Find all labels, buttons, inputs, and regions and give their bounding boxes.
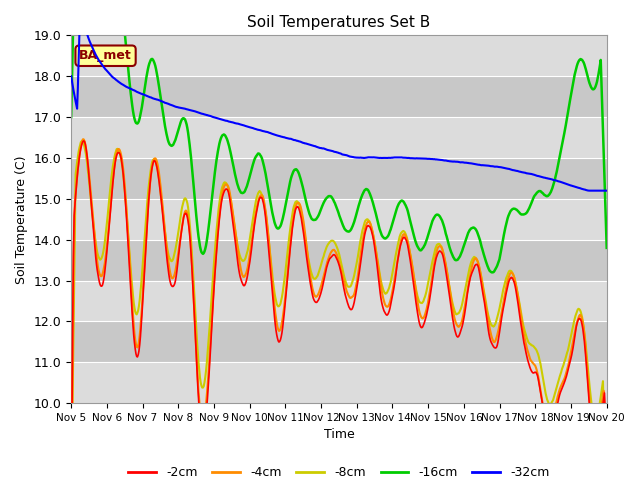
Bar <box>71 199 607 240</box>
Text: BA_met: BA_met <box>79 49 132 62</box>
Bar <box>71 281 607 322</box>
Bar <box>71 362 607 403</box>
Bar <box>71 240 607 281</box>
X-axis label: Time: Time <box>324 429 355 442</box>
Title: Soil Temperatures Set B: Soil Temperatures Set B <box>247 15 431 30</box>
Bar <box>71 322 607 362</box>
Bar <box>71 158 607 199</box>
Legend: -2cm, -4cm, -8cm, -16cm, -32cm: -2cm, -4cm, -8cm, -16cm, -32cm <box>124 461 554 480</box>
Y-axis label: Soil Temperature (C): Soil Temperature (C) <box>15 155 28 284</box>
Bar <box>71 117 607 158</box>
Bar <box>71 36 607 76</box>
Bar <box>71 76 607 117</box>
